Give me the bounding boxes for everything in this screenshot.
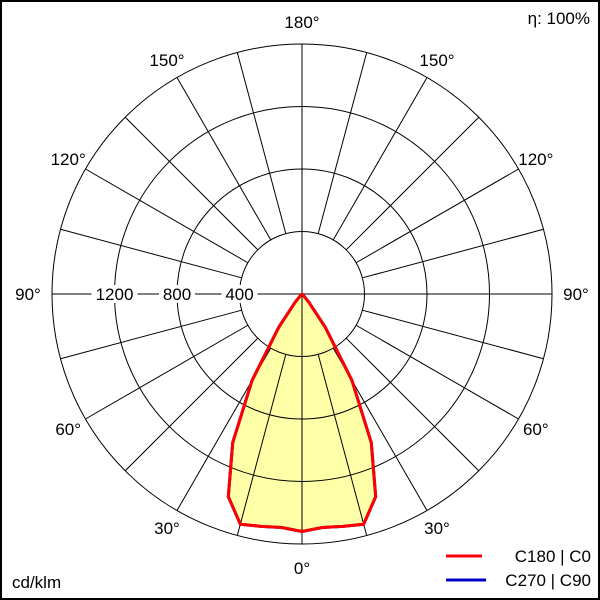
angle-label: 180° xyxy=(284,13,319,32)
radial-gridline xyxy=(345,337,480,472)
radial-gridline xyxy=(362,309,544,360)
tick-label-bg xyxy=(159,285,195,303)
radial-gridline xyxy=(124,337,259,472)
radial-gridline xyxy=(176,77,272,241)
radial-gridline xyxy=(332,77,428,241)
radial-gridline xyxy=(60,309,242,360)
radial-gridline xyxy=(85,324,249,420)
radial-gridline xyxy=(236,52,287,234)
legend-label-c180-c0: C180 | C0 xyxy=(515,547,591,566)
radial-gridline xyxy=(362,228,544,279)
axis-labels: 400 800 1200 180° 150° 150° 120° 120° 90° 90° 60° 6… xyxy=(15,13,589,578)
radial-gridline xyxy=(236,354,287,536)
radial-gridline xyxy=(355,324,519,420)
unit-label: cd/klm xyxy=(12,573,61,592)
radial-gridline xyxy=(60,228,242,279)
angle-label: 120° xyxy=(518,150,553,169)
angle-label: 60° xyxy=(55,420,81,439)
radial-tick-label: 800 xyxy=(163,285,191,304)
radial-tick-label: 400 xyxy=(225,285,253,304)
angle-label: 120° xyxy=(51,150,86,169)
angle-label: 90° xyxy=(15,285,41,304)
angle-label: 150° xyxy=(419,51,454,70)
angle-label: 90° xyxy=(563,285,589,304)
angle-label: 30° xyxy=(154,519,180,538)
angle-label: 150° xyxy=(149,51,184,70)
tick-label-bg xyxy=(91,285,138,303)
angle-label: 0° xyxy=(294,559,310,578)
radial-gridline xyxy=(317,52,368,234)
radial-gridline xyxy=(85,168,249,264)
series-curve-c180-c0 xyxy=(226,292,378,533)
ring-gridline xyxy=(51,43,553,545)
polar-grid xyxy=(51,43,553,545)
radial-gridline xyxy=(345,116,480,251)
radial-gridline xyxy=(124,116,259,251)
radial-tick-label: 1200 xyxy=(96,285,134,304)
radial-gridline xyxy=(355,168,519,264)
legend: C180 | C0 C270 | C90 xyxy=(446,547,591,590)
angle-label: 30° xyxy=(424,519,450,538)
radial-gridline xyxy=(317,354,368,536)
legend-label-c270-c90: C270 | C90 xyxy=(505,571,591,590)
tick-label-bg xyxy=(221,285,258,303)
efficiency-label: η: 100% xyxy=(528,9,590,28)
intensity-curves xyxy=(226,292,378,533)
angle-label: 60° xyxy=(523,420,549,439)
